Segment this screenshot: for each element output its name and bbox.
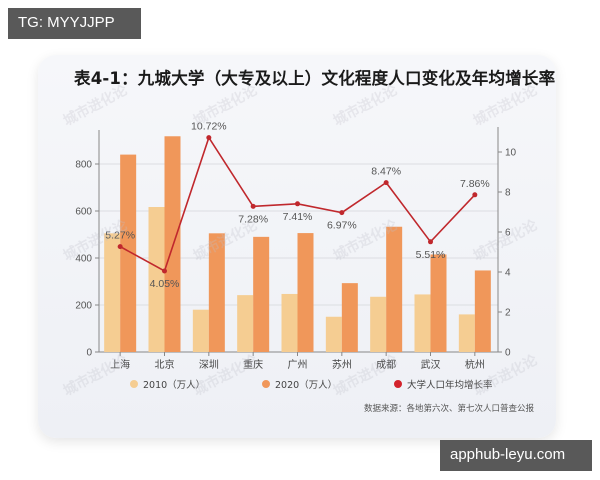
- category-label: 北京: [155, 358, 175, 371]
- growth-rate-label: 8.47%: [371, 166, 401, 178]
- bar-2010: [458, 314, 475, 352]
- legend-swatch-2010: [130, 380, 138, 388]
- growth-rate-label: 10.72%: [191, 121, 227, 133]
- bar-2010: [192, 309, 209, 352]
- left-tick-label: 400: [75, 254, 92, 265]
- growth-rate-point: [206, 135, 212, 141]
- left-tick-label: 600: [75, 207, 92, 218]
- legend-item-2020: 2020（万人）: [262, 377, 337, 391]
- category-label: 深圳: [199, 359, 219, 371]
- bar-2020: [164, 136, 181, 352]
- top-left-tag: TG: MYYJJPP: [8, 8, 141, 39]
- bottom-right-tag: apphub-leyu.com: [440, 440, 592, 471]
- category-label: 上海: [110, 358, 130, 371]
- bar-2020: [430, 254, 447, 352]
- right-tick-label: 8: [505, 188, 511, 199]
- right-tick-label: 2: [505, 308, 511, 319]
- growth-rate-point: [162, 268, 167, 274]
- bar-2010: [325, 316, 342, 352]
- growth-rate-point: [117, 244, 123, 250]
- legend-swatch-2020: [262, 380, 270, 388]
- bar-2020: [474, 270, 491, 352]
- growth-rate-label: 7.86%: [460, 178, 490, 190]
- bar-2010: [370, 296, 387, 352]
- left-tick-label: 0: [86, 348, 92, 359]
- right-tick-label: 4: [505, 268, 511, 279]
- category-label: 广州: [288, 359, 308, 371]
- data-source-note: 数据来源：各地第六次、第七次人口普查公报: [364, 404, 535, 414]
- growth-rate-label: 7.41%: [283, 211, 313, 223]
- growth-rate-point: [295, 201, 300, 207]
- bar-2020: [208, 233, 225, 352]
- category-label: 成都: [376, 359, 396, 371]
- bar-2010: [237, 295, 254, 352]
- category-label: 苏州: [332, 358, 352, 371]
- legend-label-2020: 2020（万人）: [275, 380, 338, 391]
- growth-rate-point: [472, 192, 478, 198]
- bar-2020: [297, 233, 314, 352]
- bar-2020: [386, 226, 403, 352]
- bar-2020: [341, 283, 358, 352]
- bar-2010: [414, 294, 431, 352]
- growth-rate-label: 4.05%: [150, 278, 180, 290]
- chart-title: 表4-1：九城大学（大专及以上）文化程度人口变化及年均增长率: [74, 69, 556, 88]
- growth-rate-label: 6.97%: [327, 220, 357, 232]
- legend-swatch-growth-rate: [394, 380, 402, 388]
- right-tick-label: 10: [505, 148, 517, 159]
- category-label: 重庆: [243, 358, 263, 371]
- growth-rate-label: 5.27%: [105, 230, 135, 242]
- growth-rate-point: [428, 239, 433, 245]
- growth-rate-label: 5.51%: [416, 249, 446, 261]
- left-tick-label: 200: [75, 301, 92, 312]
- bar-2010: [281, 293, 298, 352]
- growth-rate-point: [383, 180, 389, 186]
- category-label: 武汉: [421, 358, 441, 371]
- left-tick-label: 800: [75, 160, 92, 171]
- legend-label-growth-rate: 大学人口年均增长率: [407, 380, 493, 391]
- bar-2010: [148, 207, 165, 352]
- bar-2020: [253, 236, 270, 352]
- bar-2010: [104, 233, 121, 352]
- growth-rate-label: 7.28%: [238, 213, 268, 225]
- legend-label-2010: 2010（万人）: [143, 380, 206, 391]
- right-tick-label: 0: [505, 348, 511, 359]
- category-label: 杭州: [465, 358, 485, 371]
- legend-item-2010: 2010（万人）: [130, 377, 205, 391]
- bar-2020: [120, 154, 137, 352]
- growth-rate-point: [339, 210, 345, 216]
- right-tick-label: 6: [505, 228, 511, 239]
- legend-item-growth-rate: 大学人口年均增长率: [394, 377, 493, 391]
- growth-rate-point: [250, 203, 256, 209]
